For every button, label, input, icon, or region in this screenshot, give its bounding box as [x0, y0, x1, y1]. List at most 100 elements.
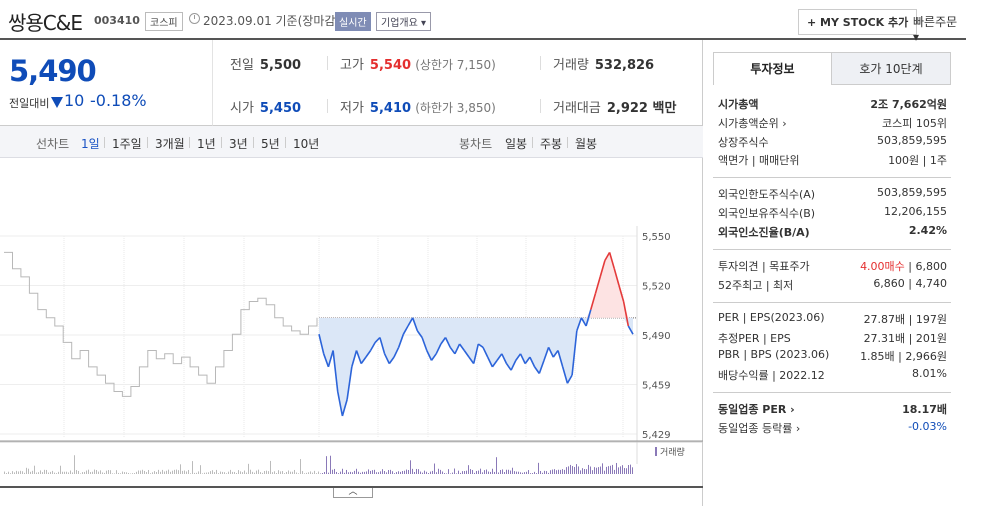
volume-bar [470, 469, 471, 474]
price-segment [440, 337, 447, 345]
base-date: 2023.09.01 기준(장마감) [203, 14, 341, 28]
realtime-button[interactable]: 실시간 [335, 12, 371, 31]
volume-bar [274, 471, 275, 474]
volume-bar [76, 470, 77, 474]
volume-bar [464, 471, 465, 474]
volume-bar [200, 465, 201, 474]
period-10y[interactable]: 10년 [293, 137, 320, 151]
volume-bar [160, 471, 161, 474]
candle-monthly[interactable]: 월봉 [575, 137, 598, 151]
price-segment [543, 347, 550, 361]
period-3y[interactable]: 3년 [229, 137, 248, 151]
volume-bar [240, 471, 241, 474]
investment-info-panel: 투자정보 호가 10단계 시가총액 2조 7,662억원 시가총액순위 › 코스피 1… [704, 40, 966, 506]
volume-bar [480, 468, 481, 474]
volume-bar [434, 463, 435, 474]
volume-bar [286, 471, 287, 474]
volume-bar [586, 469, 587, 474]
volume-bar [112, 473, 113, 474]
market-badge: 코스피 [145, 12, 183, 31]
change-rate: -0.18% [90, 91, 147, 110]
volume-bar [358, 471, 359, 474]
price-segment [482, 346, 489, 358]
volume-bar [478, 470, 479, 474]
volume-bar [428, 473, 429, 474]
volume-bar [596, 467, 597, 474]
volume-bar [222, 471, 223, 474]
volume-bar [360, 472, 361, 474]
tab-investment-info[interactable]: 투자정보 [713, 52, 832, 85]
candle-daily[interactable]: 일봉 [505, 137, 528, 151]
volume-bar [234, 471, 235, 474]
period-1y[interactable]: 1년 [197, 137, 216, 151]
volume-bar [544, 470, 545, 474]
volume-bar [502, 469, 503, 474]
collapse-chart-button[interactable]: ︿ [333, 488, 373, 498]
volume-bar [288, 470, 289, 474]
candle-weekly[interactable]: 주봉 [540, 137, 563, 151]
info-value: 27.87배 | 197원 [863, 313, 947, 326]
price-segment [627, 325, 634, 335]
price-segment [454, 343, 461, 355]
volume-bar [202, 473, 203, 474]
period-3m[interactable]: 3개월 [155, 137, 185, 151]
add-mystock-button[interactable]: + MY STOCK 추가 [798, 9, 918, 35]
price-segment [552, 350, 559, 358]
change-label: 전일대비 [9, 97, 50, 110]
price-chart[interactable]: 5,5505,5205,4905,4595,429거래량09/0110:0011… [0, 158, 703, 486]
volume-bar [526, 471, 527, 474]
volume-bar [328, 472, 329, 474]
volume-bar [600, 466, 601, 474]
volume-bar [430, 471, 431, 474]
volume-bar [204, 472, 205, 474]
volume-bar [448, 469, 449, 474]
quick-order-button[interactable]: 빠른주문 ▾ [913, 15, 958, 44]
price-segment [336, 391, 344, 417]
price-segment [524, 356, 531, 365]
volume-bar [330, 455, 331, 474]
period-1d[interactable]: 1일 [81, 137, 100, 151]
info-separator [713, 392, 951, 393]
volume-bar [454, 468, 455, 474]
volume-bar [318, 471, 319, 474]
volume-bar [230, 469, 231, 474]
volume-bar [568, 466, 569, 474]
price-segment [608, 252, 616, 269]
price-segment [594, 276, 601, 294]
volume-bar [300, 459, 301, 474]
volume-bar [438, 468, 439, 474]
volume-bar [458, 470, 459, 474]
volume-bar [366, 471, 367, 474]
volume-bar [94, 469, 95, 474]
company-overview-dropdown[interactable]: 기업개요 ▾ [376, 12, 431, 31]
volume-bar [500, 469, 501, 474]
volume-bar [64, 471, 65, 474]
period-5y[interactable]: 5년 [261, 137, 280, 151]
volume-bar [210, 471, 211, 474]
clock-icon [189, 13, 200, 24]
price-segment [355, 350, 362, 364]
volume-bar [276, 473, 277, 474]
period-1w[interactable]: 1주일 [112, 137, 142, 151]
volume-bar [486, 469, 487, 474]
volume-bar [88, 469, 89, 474]
info-row: 액면가 | 매매단위 100원 | 1주 [718, 152, 947, 170]
volume-bar [446, 473, 447, 474]
volume-bar [562, 469, 563, 474]
volume-bar [468, 465, 469, 474]
info-value: -0.03% [908, 420, 947, 433]
volume-bar [378, 472, 379, 474]
volume-bar [390, 469, 391, 474]
volume-bar [374, 469, 375, 474]
info-value: 100원 | 1주 [888, 154, 947, 167]
volume-bar [84, 471, 85, 474]
volume-bar [154, 471, 155, 474]
volume-bar [572, 466, 573, 474]
volume-bar [564, 469, 565, 474]
volume-bar [602, 463, 603, 474]
tab-orderbook-10[interactable]: 호가 10단계 [831, 52, 951, 85]
volume-bar [324, 471, 325, 474]
price-segment [505, 363, 512, 371]
volume-bar [560, 469, 561, 474]
price-segment [566, 374, 573, 384]
